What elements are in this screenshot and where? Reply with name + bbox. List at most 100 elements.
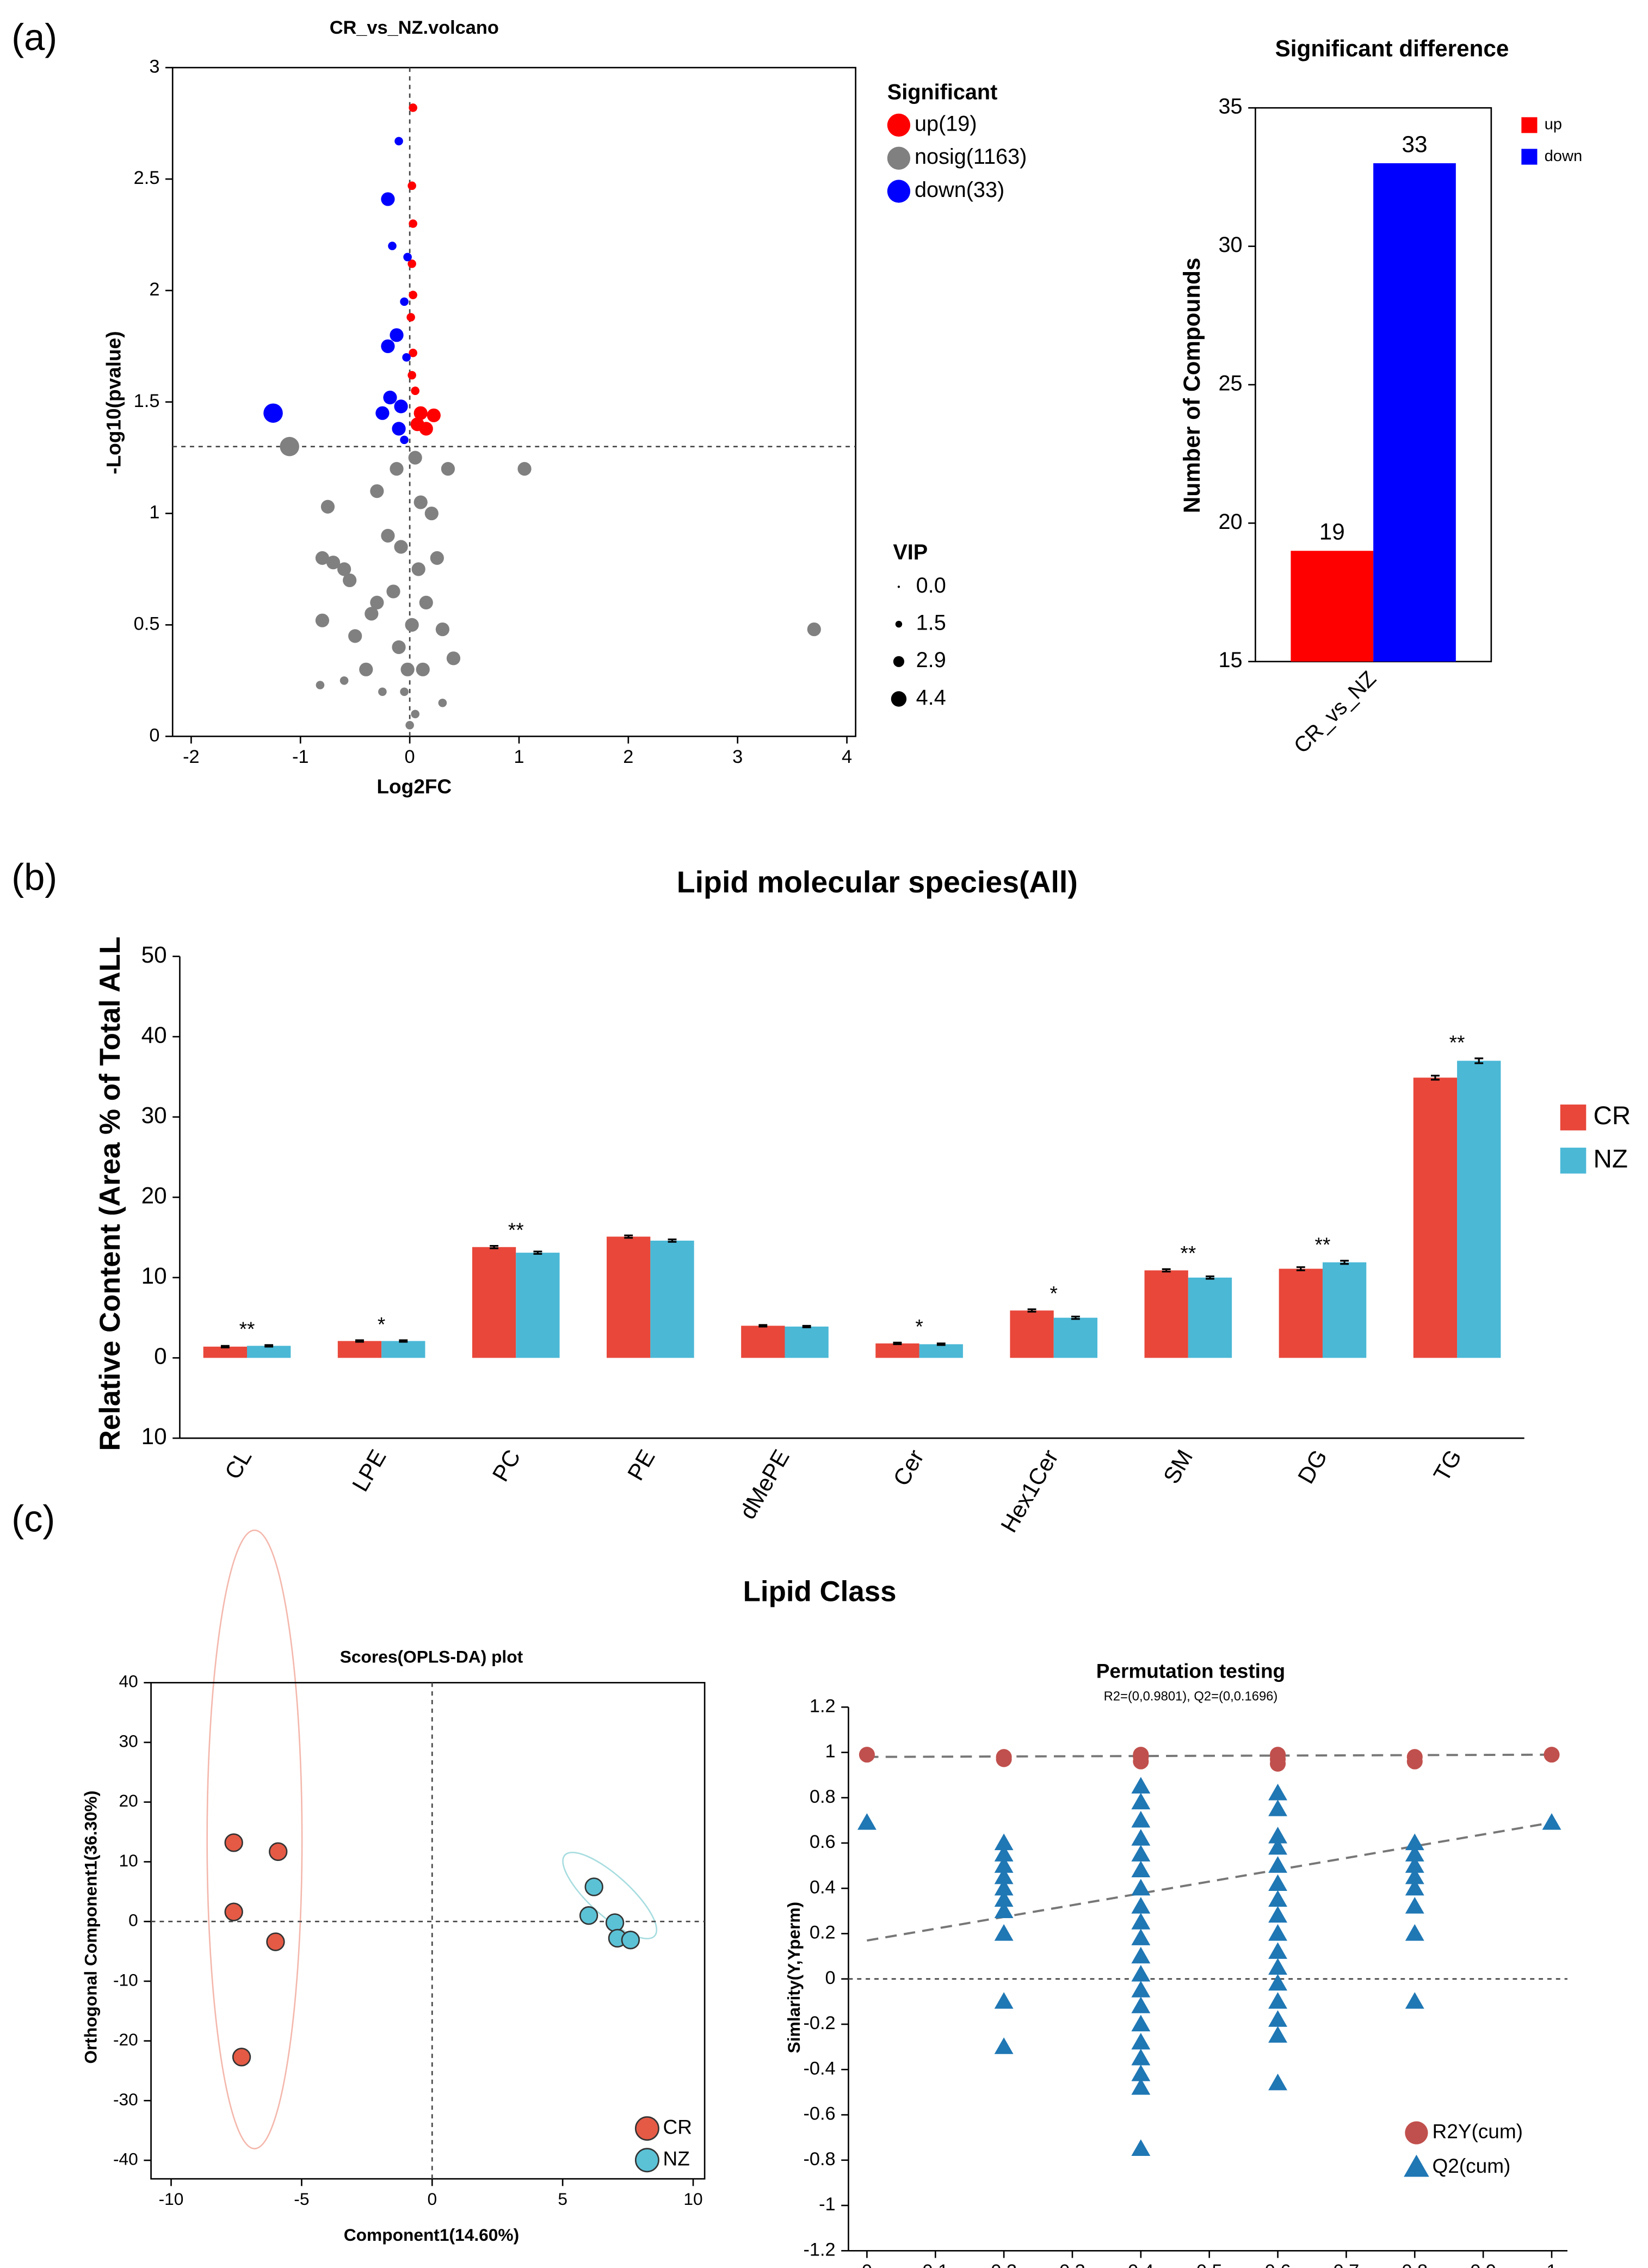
x-tick-label: -1: [292, 747, 309, 767]
fit-line: [867, 1753, 1552, 1758]
error-bar: [1474, 1057, 1484, 1064]
x-tick-label: Cer: [888, 1445, 929, 1490]
error-bar: [893, 1341, 902, 1345]
error-bar: [624, 1234, 633, 1239]
y-tick-label: 20: [1219, 510, 1243, 534]
error-bar: [668, 1238, 677, 1243]
bar: [741, 1326, 785, 1358]
point: [1405, 1992, 1424, 2009]
point: [1131, 1845, 1151, 1862]
y-tick-label: -1.2: [803, 2239, 835, 2260]
point: [446, 651, 461, 665]
y-tick-label: 0.6: [810, 1832, 836, 1852]
point: [994, 1924, 1014, 1941]
legend-swatch: [1521, 149, 1538, 165]
legend-label: up: [1545, 116, 1562, 133]
error-bar: [1206, 1275, 1214, 1280]
point: [605, 1913, 625, 1932]
y-tick-label: 2.5: [134, 168, 160, 188]
x-tick-label: 4: [842, 747, 852, 767]
x-axis-label: Log2FC: [376, 775, 452, 798]
point: [269, 1842, 288, 1862]
point: [409, 219, 417, 228]
bar: [607, 1236, 651, 1358]
point: [1268, 1838, 1287, 1855]
x-tick-label: SM: [1158, 1445, 1198, 1488]
legend-swatch: [634, 2148, 659, 2173]
bar: [919, 1344, 963, 1358]
point: [1131, 1913, 1151, 1930]
x-tick-label: 0.3: [1059, 2261, 1085, 2268]
size-legend-swatch: [895, 620, 903, 628]
point: [1268, 2026, 1287, 2043]
plot-frame: [171, 66, 856, 737]
legend-title: Significant: [887, 80, 998, 104]
y-tick-label: 2: [149, 279, 159, 300]
x-tick-label: -10: [159, 2189, 184, 2209]
size-legend-label: 2.9: [916, 648, 946, 672]
x-tick-label: 10: [683, 2189, 702, 2209]
point: [365, 607, 379, 621]
point: [337, 562, 351, 576]
point: [232, 2048, 251, 2067]
y-tick-label: 0: [154, 1343, 167, 1369]
x-tick-label: -5: [294, 2189, 309, 2209]
point: [584, 1877, 603, 1896]
point: [400, 662, 415, 676]
value-label: 19: [1319, 519, 1345, 545]
bar: [381, 1341, 425, 1358]
error-bar: [220, 1345, 230, 1348]
bar: [472, 1247, 516, 1358]
y-tick-label: 40: [119, 1672, 138, 1691]
error-bar: [1071, 1315, 1080, 1320]
point: [390, 328, 404, 342]
x-tick-label: 3: [732, 747, 743, 767]
point: [1268, 1992, 1287, 2009]
legend-swatch: [887, 113, 911, 137]
y-tick-label: 40: [141, 1022, 167, 1047]
point: [400, 687, 409, 697]
point: [370, 595, 384, 610]
point: [1405, 1845, 1424, 1862]
bar: [1373, 163, 1456, 662]
point: [408, 181, 416, 190]
size-legend-label: 0.0: [916, 574, 946, 597]
bar: [785, 1326, 829, 1358]
legend-label: down(33): [915, 178, 1004, 202]
point: [430, 551, 444, 565]
point: [1268, 1924, 1287, 1941]
annotation: *: [1050, 1282, 1058, 1304]
x-tick-label: 2: [623, 747, 633, 767]
x-tick-label: 0.7: [1334, 2261, 1360, 2268]
bar: [516, 1253, 560, 1358]
point: [1131, 1860, 1151, 1878]
error-bar: [802, 1324, 811, 1328]
point: [400, 435, 409, 445]
point: [359, 662, 373, 676]
annotation: **: [239, 1318, 255, 1340]
point: [994, 1992, 1014, 2009]
point: [392, 422, 406, 436]
legend-swatch: [1404, 2154, 1429, 2177]
chart-title: Permutation testing: [1096, 1660, 1285, 1682]
y-tick-label: 30: [1219, 233, 1243, 257]
bar: [1413, 1077, 1458, 1358]
point: [1131, 1946, 1151, 1964]
annotation: **: [508, 1219, 524, 1241]
chart-title: Significant difference: [1275, 36, 1509, 61]
legend-label: R2Y(cum): [1432, 2120, 1523, 2142]
y-tick-label: 10: [141, 1263, 167, 1289]
point: [1131, 2064, 1151, 2081]
point: [1405, 1867, 1424, 1884]
point: [419, 595, 433, 610]
chart-subtitle: R2=(0,0.9801), Q2=(0,0.1696): [1104, 1689, 1278, 1704]
point: [315, 613, 330, 627]
y-axis-label: Number of Compounds: [1179, 258, 1205, 514]
point: [375, 406, 390, 420]
y-axis-label: Simlarity(Y,Yperm): [784, 1902, 804, 2053]
x-tick-label: TG: [1428, 1445, 1466, 1486]
x-tick-label: 0.6: [1265, 2261, 1291, 2268]
x-tick-label: PC: [487, 1445, 526, 1486]
